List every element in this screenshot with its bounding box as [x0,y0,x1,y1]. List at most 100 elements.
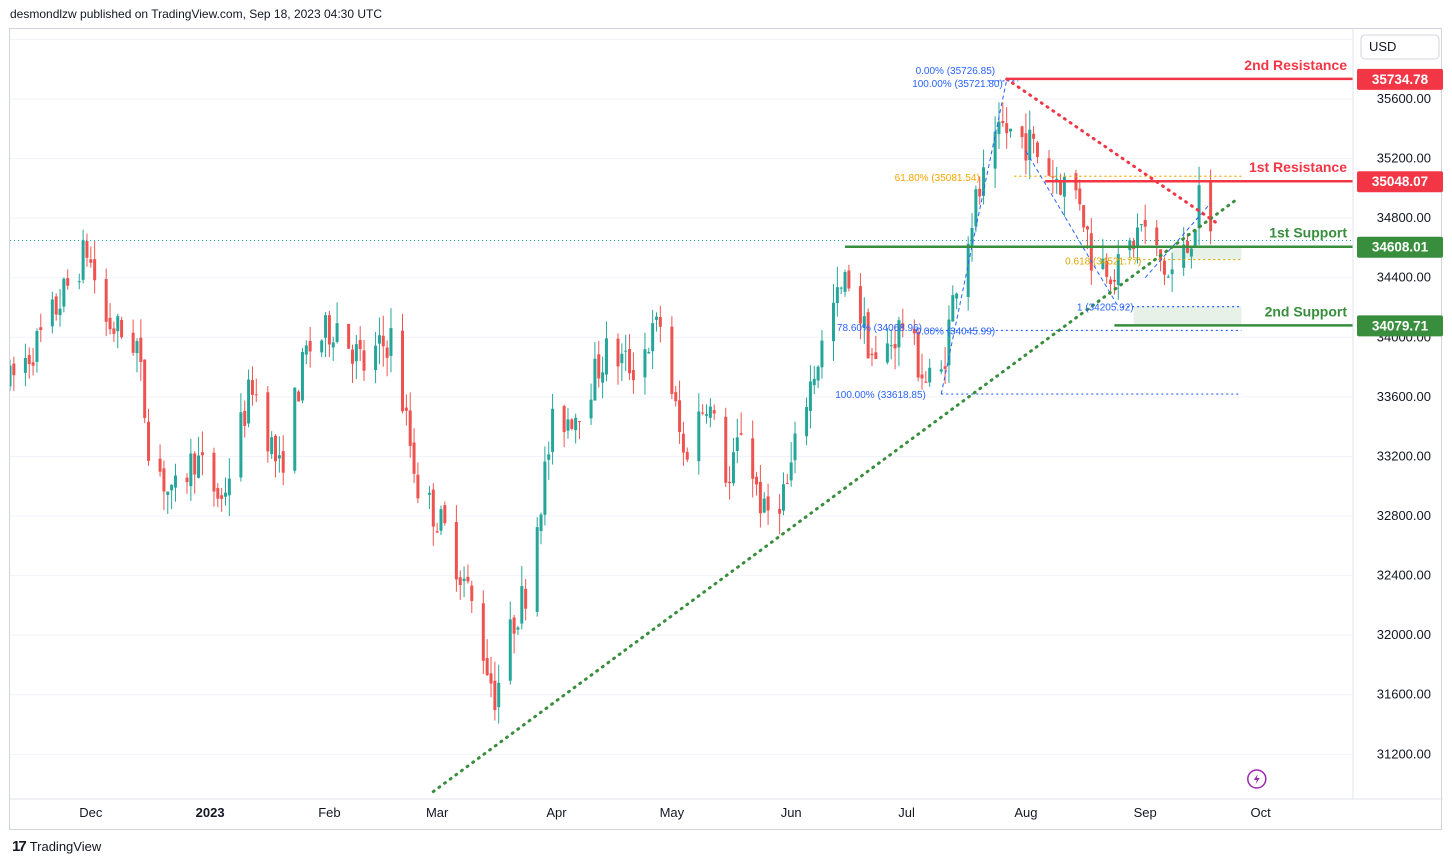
support-zones [1133,246,1242,326]
candle-body [520,586,524,624]
candle-body [89,259,93,263]
candle-body [951,295,955,322]
candle-body [443,505,447,524]
chart-pane[interactable]: 2nd Resistance 1st Resistance 1st Support 2… [9,28,1443,831]
candle-body [193,453,197,475]
candle-body [31,362,35,366]
candle-body [12,363,16,376]
candle-body [674,392,678,402]
level-name: 2nd Support [1265,303,1348,319]
candle-body [778,508,782,514]
candle-body [131,332,135,353]
publisher-caption: desmondlzw published on TradingView.com,… [10,7,383,21]
candle-body [143,359,147,418]
candle-body [789,462,793,481]
candle-body [116,316,120,332]
candle-body [489,673,493,684]
x-tick-label: May [660,805,685,820]
candle-body [1009,128,1013,132]
candle-body [147,421,151,461]
y-tick-label: 32400.00 [1377,568,1431,583]
candle-body [628,348,632,374]
candle-body [524,588,528,609]
candle-body [578,421,582,423]
candle-body [108,317,112,330]
candle-body [758,481,762,514]
candle-body [1055,178,1059,181]
price-tag-label: 34079.71 [1372,318,1429,333]
candle-body [912,328,916,334]
candle-body [816,366,820,381]
candle-body [212,452,216,492]
x-tick-label: Jul [898,805,915,820]
candle-body [39,327,43,330]
price-chart[interactable]: 2nd Resistance 1st Resistance 1st Support 2… [10,29,1443,831]
candle-body [166,491,170,495]
x-tick-label: Aug [1014,805,1037,820]
fib-label: 0.618 (34521.77) [1065,257,1141,268]
candle-body [200,452,204,456]
ascending-support-trendline[interactable] [431,197,1240,794]
level-name: 1st Support [1269,225,1347,241]
brand-footer[interactable]: 17 TradingView [12,838,101,855]
candle-body [793,433,797,461]
y-tick-label: 32800.00 [1377,508,1431,523]
descending-resistance-trendline[interactable] [1005,77,1220,226]
candle-body [324,315,328,338]
candle-body [808,381,812,411]
candle-body [731,452,735,484]
candle-body [966,243,970,298]
candle-body [1182,244,1186,268]
candle-body [85,241,89,258]
candle-body [331,342,335,348]
y-tick-label: 34800.00 [1377,210,1431,225]
candle-body [739,433,743,435]
candle-body [54,296,58,315]
candle-body [135,341,139,354]
y-tick-label: 34400.00 [1377,270,1431,285]
candle-body [843,271,847,292]
candle-body [755,476,759,485]
candle-body [654,316,658,320]
candle-body [1139,224,1143,226]
candle-body [1189,248,1193,257]
candle-body [308,341,312,352]
candle-body [1166,276,1170,278]
candle-body [708,406,712,418]
candle-body [320,340,324,353]
brand-name: TradingView [29,839,102,854]
fib-label: 100.00% (33618.85) [835,390,926,401]
candle-body [481,603,485,661]
price-tag [1357,171,1443,193]
candle-body [1116,254,1120,285]
candle-body [431,489,435,527]
candle-body [551,408,555,452]
fib-swing-leg [1144,202,1211,279]
currency-button[interactable] [1360,34,1440,60]
candle-body [1085,226,1089,230]
y-tick-label: 33600.00 [1377,389,1431,404]
candle-body [970,228,974,247]
candle-body [1132,241,1136,250]
candle-body [274,435,278,462]
candle-body [604,338,608,375]
candle-body [254,394,258,396]
candle-body [1136,227,1140,247]
candle-body [120,319,124,338]
candle-body [805,406,809,437]
candle-body [458,577,462,586]
candle-body [35,330,39,362]
candle-body [835,287,839,304]
fib-swing-leg [1025,150,1119,307]
candle-body [593,358,597,401]
candle-body [735,437,739,452]
fib-swing-leg [940,80,1008,395]
candle-body [820,340,824,368]
candle-body [27,355,31,365]
candle-body [762,498,766,513]
candle-body [858,286,862,324]
candle-body [512,617,516,634]
candle-body [993,131,997,169]
candle-body [347,323,351,349]
candle-body [50,299,54,327]
